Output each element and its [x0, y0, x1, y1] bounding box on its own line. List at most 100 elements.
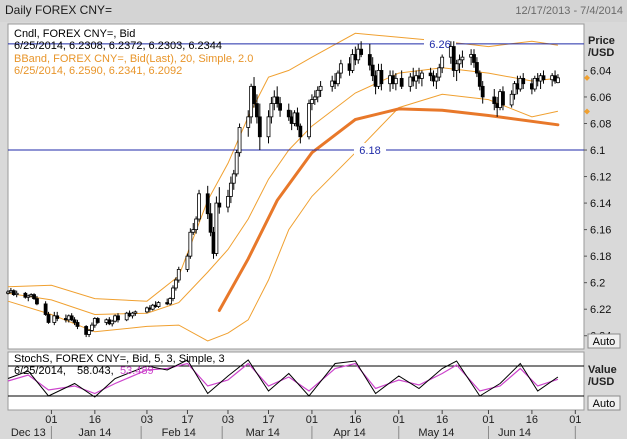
candle-body: [336, 72, 340, 85]
candle-body: [477, 72, 482, 87]
chart-title: Daily FOREX CNY=: [5, 3, 112, 17]
candle-body: [75, 322, 80, 327]
value-axis-title-line1: Value: [588, 364, 617, 376]
candle-body: [556, 77, 560, 84]
candle-body: [541, 75, 546, 81]
hline-label-bg: [354, 143, 386, 157]
candle-body: [6, 291, 10, 294]
candle-body: [310, 99, 314, 104]
candle-body: [72, 319, 77, 323]
candle-body: [226, 196, 230, 208]
candle-body: [217, 202, 222, 208]
candle-body: [194, 218, 199, 231]
value-axis-title-line2: /USD: [588, 376, 614, 388]
candle-body: [454, 63, 459, 71]
candle-body: [234, 152, 239, 175]
candle-body: [43, 303, 48, 315]
candlesticks: [6, 41, 560, 338]
candle-body: [318, 85, 323, 91]
date-tick-label: 01: [45, 414, 57, 426]
date-tick-label: 16: [436, 414, 448, 426]
candle-body: [307, 103, 311, 138]
candle-body: [393, 77, 398, 85]
header-bar: [0, 0, 627, 22]
candle-body: [312, 96, 317, 101]
candle-body: [278, 103, 282, 111]
candle-body: [188, 231, 193, 257]
candle-body: [252, 85, 256, 104]
candle-body: [173, 279, 178, 289]
candle-body: [472, 54, 476, 63]
price-axis-title-line1: Price: [588, 35, 615, 47]
candle-body: [208, 213, 213, 233]
candle-body: [367, 54, 372, 66]
candle-body: [191, 229, 196, 233]
candle-body: [52, 315, 57, 323]
candle-body: [428, 72, 433, 77]
bband-upper-line: [7, 32, 558, 302]
candle-body: [298, 125, 303, 138]
candle-body: [231, 173, 236, 184]
candle-body: [460, 56, 465, 61]
hline-label-bg: [424, 36, 456, 50]
date-tick-label: 17: [262, 414, 274, 426]
date-tick-label: 17: [181, 414, 193, 426]
legend-bband-title: BBand, FOREX CNY=, Bid(Last), 20, Simple…: [14, 53, 253, 65]
current-price-marker: [584, 74, 590, 81]
candle-body: [399, 77, 404, 87]
date-tick-label: 03: [141, 414, 153, 426]
candle-body: [237, 127, 242, 154]
candle-body: [46, 314, 51, 323]
stoch-legend-k: 58.043,: [77, 365, 114, 377]
price-auto-button[interactable]: [587, 333, 621, 349]
candle-body: [257, 116, 262, 138]
candle-body: [370, 64, 375, 77]
date-tick-label: 03: [222, 414, 234, 426]
candle-body: [475, 62, 479, 74]
stoch-legend-date: 6/25/2014,: [14, 365, 66, 377]
horizontal-lines: 6.26 6.18: [8, 36, 584, 157]
hline-label: 6.18: [359, 145, 380, 157]
candle-body: [145, 307, 149, 313]
candle-body: [95, 318, 100, 323]
price-tick-label: 6.12: [590, 172, 611, 184]
candle-body: [32, 294, 36, 299]
month-label: May 14: [418, 427, 454, 439]
month-label: Dec 13: [11, 427, 46, 439]
candle-body: [420, 72, 424, 79]
stoch-legend-d: 53.489: [120, 365, 154, 377]
stoch-legend-title: StochS, FOREX CNY=, Bid, 5, 3, Simple, 3: [14, 353, 225, 365]
candle-body: [124, 312, 129, 321]
price-tick-label: 6.1: [590, 145, 605, 157]
month-label: Jan 14: [78, 427, 111, 439]
candle-body: [286, 109, 291, 118]
candle-body: [338, 63, 343, 74]
legend-cndl-title: Cndl, FOREX CNY=, Bid: [14, 28, 135, 40]
candle-body: [197, 193, 201, 220]
candle-body: [214, 202, 219, 254]
candle-body: [359, 48, 364, 55]
candle-body: [116, 315, 120, 321]
candle-body: [266, 116, 271, 138]
candle-body: [185, 255, 190, 270]
candle-body: [492, 96, 497, 104]
current-price-markers: [584, 74, 590, 115]
candle-body: [55, 315, 60, 319]
month-label: Mar 14: [246, 427, 280, 439]
legend-cndl-values: 6/25/2014, 6.2308, 6.2372, 6.2303, 6.234…: [14, 40, 222, 52]
candle-body: [246, 116, 251, 128]
date-tick-label: 01: [306, 414, 318, 426]
candle-body: [269, 103, 274, 118]
candle-body: [379, 70, 384, 85]
bband-lower-line: [7, 93, 559, 342]
date-tick-label: 16: [349, 414, 361, 426]
date-tick-label: 16: [89, 414, 101, 426]
legend-bband-values: 6/25/2014, 6.2590, 6.2341, 6.2092: [14, 65, 182, 77]
value-auto-button[interactable]: [587, 395, 621, 411]
main-plot-area[interactable]: [7, 23, 585, 350]
candle-body: [315, 89, 320, 98]
month-label: Jun 14: [498, 427, 531, 439]
